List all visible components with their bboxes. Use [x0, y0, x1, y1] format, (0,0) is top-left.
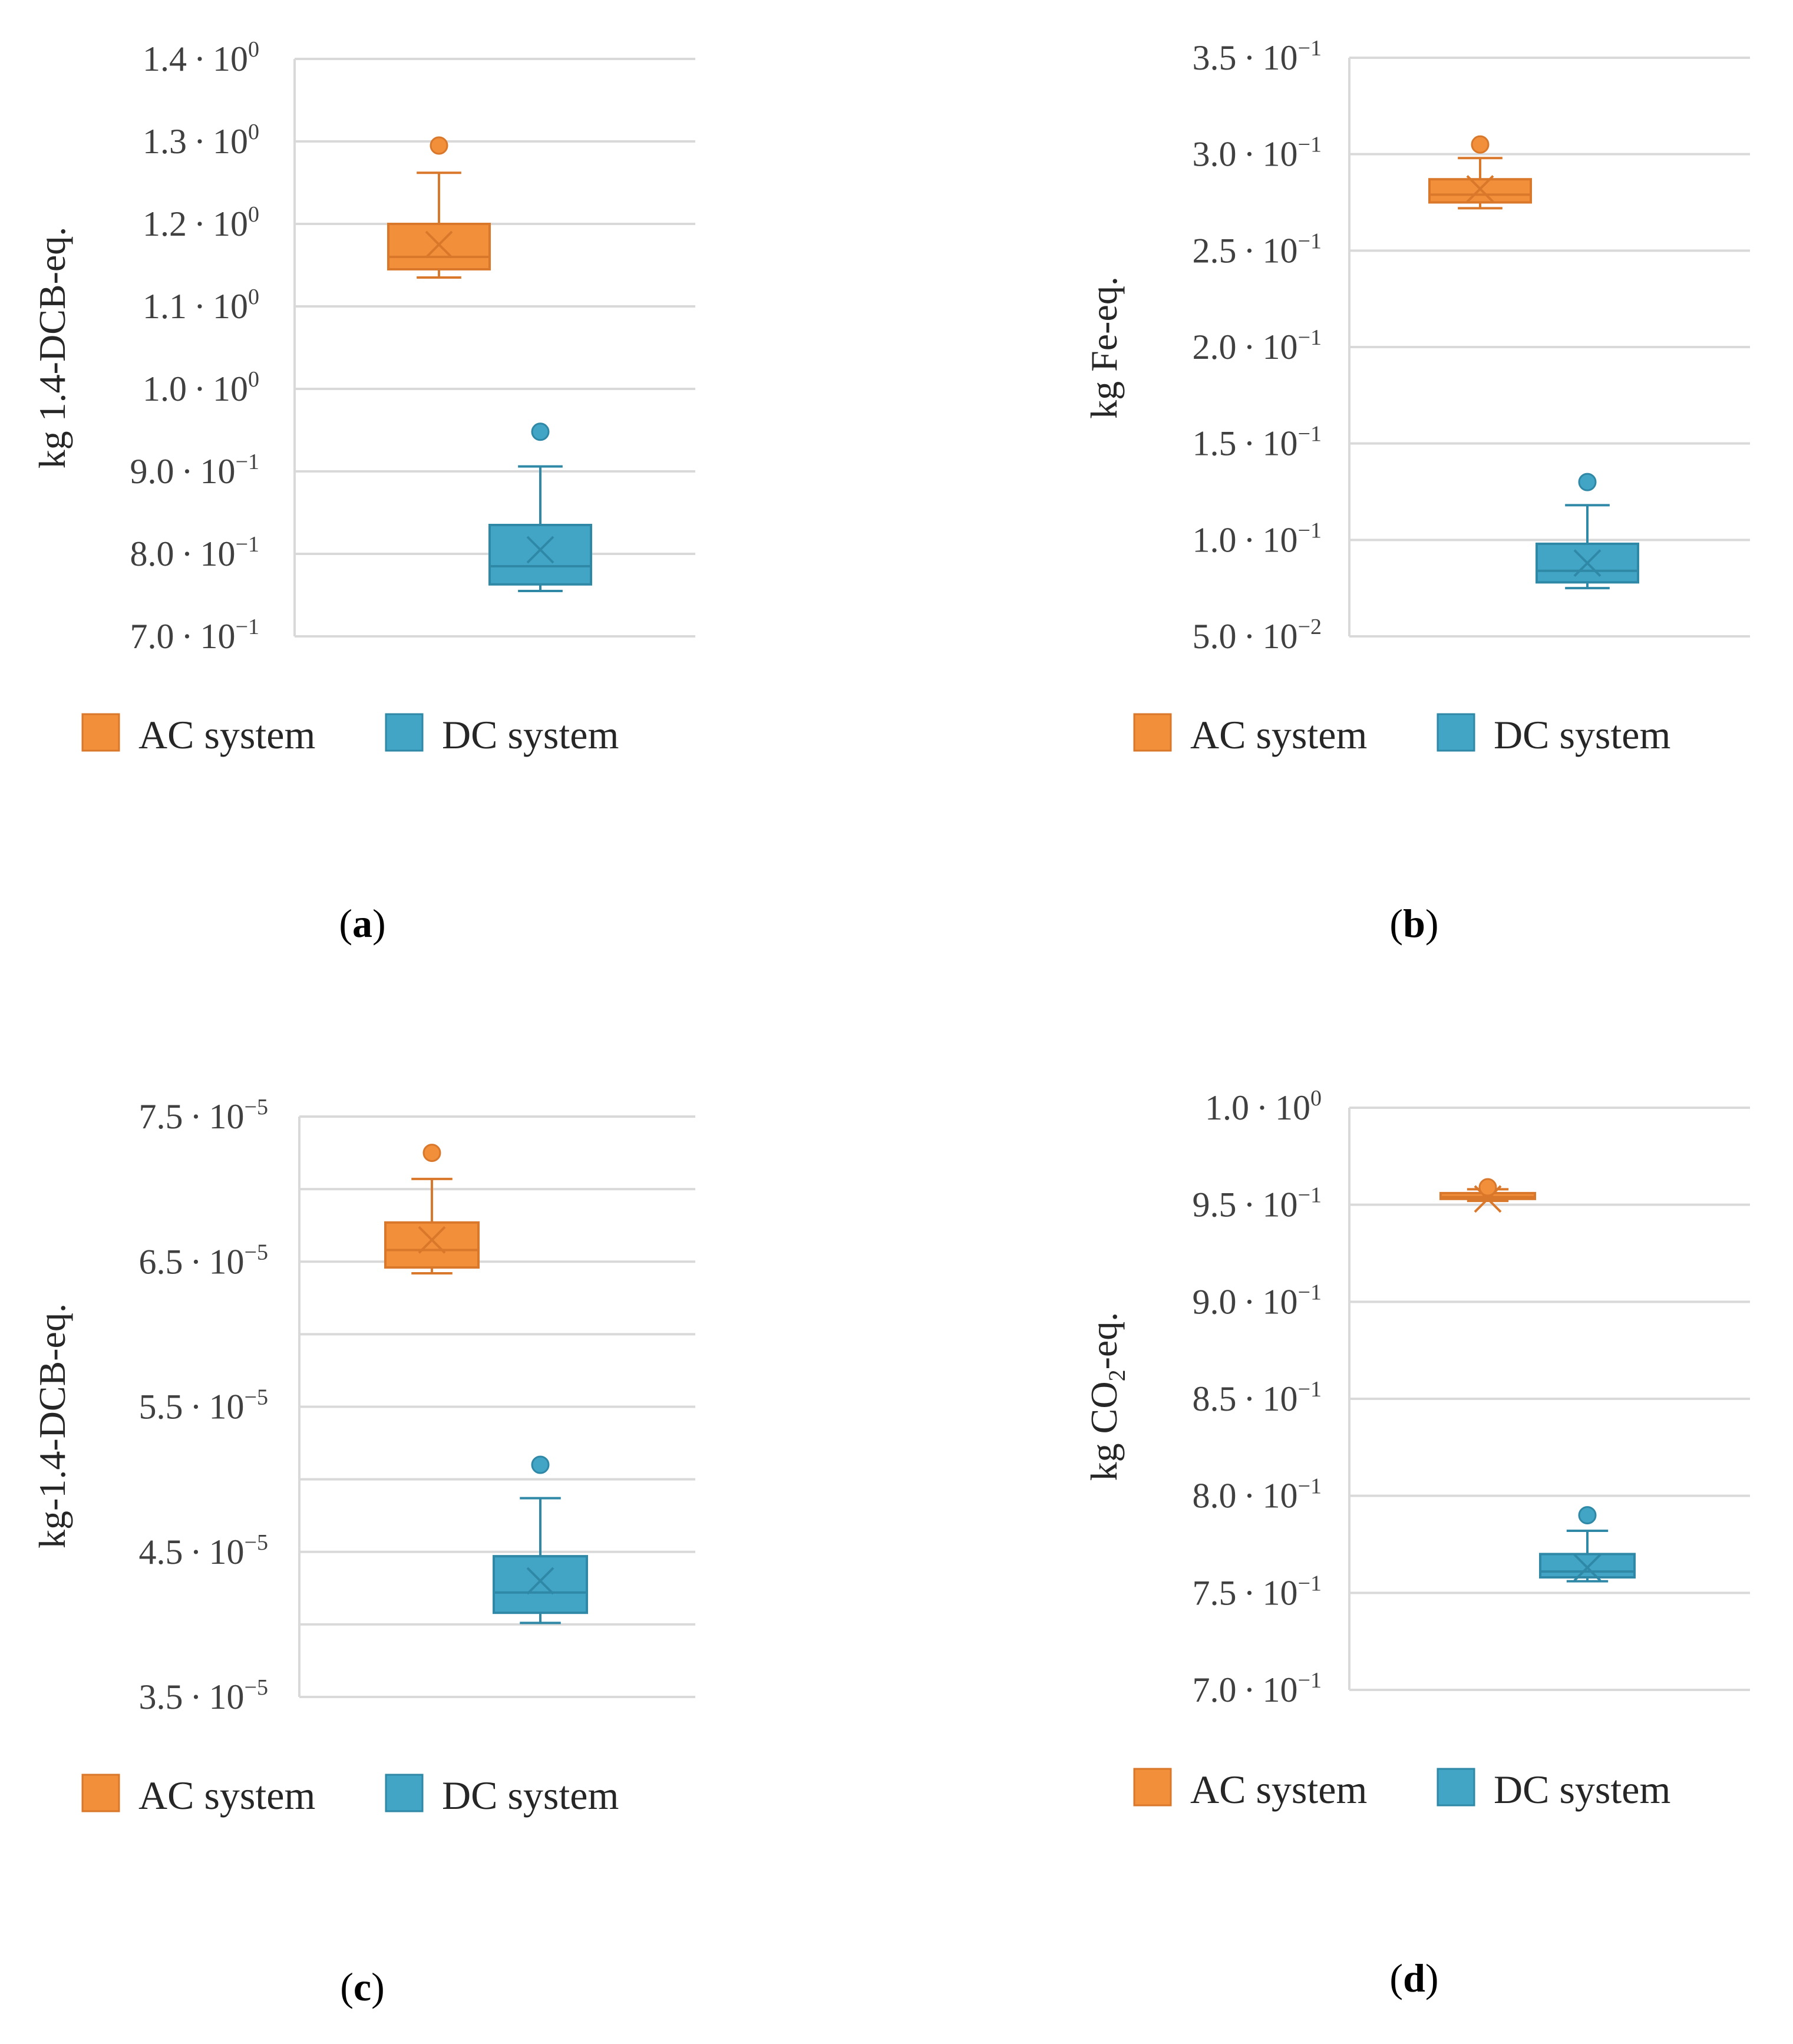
outlier-point [422, 1144, 441, 1163]
y-tick-label: 1.3 · 100 [143, 120, 259, 161]
legend-swatch-dc [1437, 713, 1475, 752]
y-tick-label: 4.5 · 10−5 [139, 1530, 268, 1571]
y-tick-label: 7.5 · 10−5 [139, 1095, 268, 1136]
legend-swatch-ac [81, 1774, 120, 1812]
y-tick-label: 5.0 · 10−2 [1193, 615, 1322, 656]
legend: AC system DC system [81, 712, 619, 757]
legend-swatch-dc [385, 713, 424, 752]
panel-label: (a) [339, 901, 385, 946]
y-tick-label: 2.0 · 10−1 [1193, 325, 1322, 366]
mean-marker [526, 1567, 554, 1595]
panel-label: (d) [1389, 1956, 1438, 2000]
y-tick-label: 7.0 · 10−1 [130, 615, 259, 656]
panel-label: (b) [1389, 901, 1438, 946]
mean-marker [526, 536, 554, 564]
chart-panel-c: 7.5 · 10−5 6.5 · 10−5 5.5 · 10−5 4.5 · 10−5… [31, 1095, 695, 2009]
iqr-box [384, 1221, 480, 1269]
legend-label-dc: DC system [442, 1773, 619, 1818]
mean-marker [425, 230, 453, 259]
mean-marker [1474, 1185, 1502, 1213]
legend-swatch-dc [1437, 1768, 1475, 1807]
y-tick-label: 8.5 · 10−1 [1193, 1377, 1322, 1418]
y-tick-label: 9.0 · 10−1 [130, 450, 259, 491]
y-tick-label: 3.5 · 10−5 [139, 1675, 268, 1716]
outlier-point [430, 136, 448, 155]
y-tick-label: 1.1 · 100 [143, 285, 259, 326]
y-tick-label: 7.0 · 10−1 [1193, 1668, 1322, 1709]
y-tick-label: 1.0 · 10−1 [1193, 518, 1322, 559]
iqr-box [1428, 178, 1532, 204]
ac-system-box [384, 1144, 480, 1274]
legend-swatch-ac [1133, 1768, 1172, 1807]
panel-label: (c) [340, 1964, 385, 2009]
y-tick-label: 1.5 · 10−1 [1193, 422, 1322, 463]
chart-panel-a: 1.4 · 100 1.3 · 100 1.2 · 100 1.1 · 100 1.0 … [31, 37, 695, 946]
y-axis-title: kg Fe-eq. [1083, 276, 1125, 419]
legend-label-dc: DC system [442, 712, 619, 757]
outlier-point [1478, 1178, 1497, 1197]
legend: AC system DC system [81, 1773, 619, 1818]
legend-label-ac: AC system [1190, 1767, 1367, 1812]
y-tick-label: 3.5 · 10−1 [1193, 36, 1322, 77]
legend-swatch-dc [385, 1774, 424, 1812]
mean-marker [1466, 175, 1494, 203]
iqr-box [387, 223, 491, 270]
dc-system-box [488, 422, 592, 592]
dc-system-box [1539, 1506, 1636, 1583]
chart-panel-b: 3.5 · 10−1 3.0 · 10−1 2.5 · 10−1 2.0 · 10−1… [1083, 36, 1750, 946]
mean-marker [418, 1226, 446, 1254]
legend: AC system DC system [1133, 1767, 1670, 1812]
legend-label-ac: AC system [138, 712, 315, 757]
legend-swatch-ac [81, 713, 120, 752]
ac-system-box [1428, 135, 1532, 210]
y-tick-label: 8.0 · 10−1 [130, 532, 259, 573]
outlier-point [531, 422, 550, 441]
ac-system-box [387, 136, 491, 279]
legend-swatch-ac [1133, 713, 1172, 752]
y-axis-title: kg-1.4-DCB-eq. [31, 1303, 73, 1548]
y-tick-label: 9.0 · 10−1 [1193, 1280, 1322, 1321]
y-tick-label: 3.0 · 10−1 [1193, 133, 1322, 174]
mean-marker [1573, 549, 1602, 577]
y-axis-title: kg 1.4-DCB-eq. [31, 227, 73, 469]
y-tick-label: 5.5 · 10−5 [139, 1385, 268, 1426]
dc-system-box [1536, 473, 1639, 590]
outlier-point [1471, 135, 1490, 154]
legend-label-ac: AC system [138, 1773, 315, 1818]
y-tick-label: 7.5 · 10−1 [1193, 1571, 1322, 1612]
y-tick-label: 9.5 · 10−1 [1193, 1183, 1322, 1224]
y-tick-label: 2.5 · 10−1 [1193, 229, 1322, 270]
iqr-box [488, 524, 592, 586]
y-tick-label: 8.0 · 10−1 [1193, 1474, 1322, 1515]
y-tick-label: 1.4 · 100 [143, 37, 259, 78]
outlier-point [1578, 473, 1597, 491]
outlier-point [531, 1455, 550, 1474]
legend: AC system DC system [1133, 712, 1670, 757]
dc-system-box [493, 1455, 588, 1624]
iqr-box [1539, 1553, 1636, 1579]
legend-label-dc: DC system [1494, 1767, 1670, 1812]
iqr-box [493, 1555, 588, 1614]
mean-marker [1573, 1554, 1602, 1581]
y-tick-label: 1.0 · 100 [1205, 1086, 1322, 1127]
legend-label-dc: DC system [1494, 712, 1670, 757]
y-axis-title: kg CO2-eq. [1083, 1312, 1130, 1481]
legend-label-ac: AC system [1190, 712, 1367, 757]
y-tick-label: 1.0 · 100 [143, 367, 259, 408]
outlier-point [1578, 1506, 1597, 1525]
y-tick-label: 6.5 · 10−5 [139, 1240, 268, 1281]
ac-system-box [1439, 1178, 1536, 1213]
chart-panel-d: 1.0 · 100 9.5 · 10−1 9.0 · 10−1 8.5 · 10−1 8… [1083, 1086, 1750, 2000]
y-tick-label: 1.2 · 100 [143, 202, 259, 243]
